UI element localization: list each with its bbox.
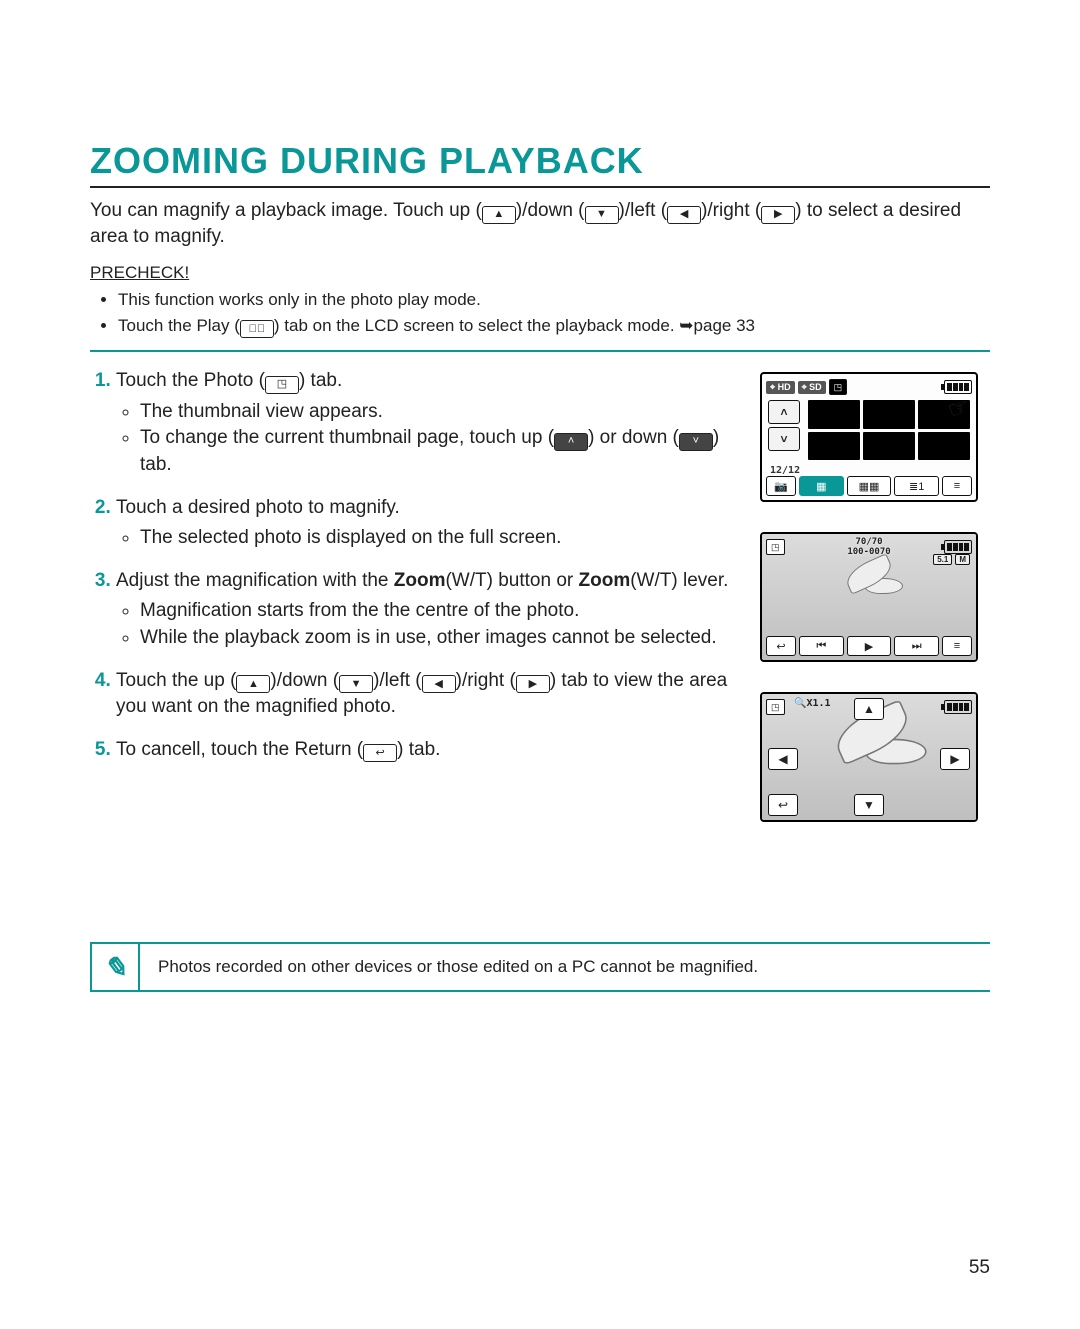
step-1: Touch the Photo (◳) tab. The thumbnail v… [116, 368, 736, 478]
list-view-button[interactable]: ≣1 [894, 476, 939, 496]
right-icon: ▶ [516, 675, 550, 693]
battery-icon [944, 540, 972, 554]
right-icon: ▶ [761, 206, 795, 224]
sd-tab[interactable]: ⌖ SD [798, 381, 826, 394]
up-icon: ˄ [554, 433, 588, 451]
photo-content [835, 560, 921, 610]
pan-right-button[interactable]: ▶ [940, 748, 970, 770]
resolution-chip: 5.1 [933, 554, 952, 565]
page-down-button[interactable]: ˅ [768, 427, 800, 451]
menu-button[interactable]: ≡ [942, 636, 972, 656]
down-icon: ▼ [585, 206, 619, 224]
precheck-label: PRECHECK! [90, 263, 990, 283]
next-button[interactable]: ⏭ [894, 636, 939, 656]
size-chip: M [955, 554, 970, 565]
return-button[interactable]: ↩ [766, 636, 796, 656]
step-sub: While the playback zoom is in use, other… [140, 625, 736, 652]
note-icon: ✎ [90, 942, 140, 992]
screens-column: ⌖ HD ⌖ SD ◳ ˄ ˅ ☞ 12/12 📷 ▦ [760, 368, 990, 822]
pan-left-button[interactable]: ◀ [768, 748, 798, 770]
step-2: Touch a desired photo to magnify. The se… [116, 495, 736, 552]
up-icon: ▲ [236, 675, 270, 693]
note-block: ✎ Photos recorded on other devices or th… [90, 942, 990, 992]
intro-text: You can magnify a playback image. Touch … [90, 198, 990, 249]
manual-page: ZOOMING DURING PLAYBACK You can magnify … [0, 0, 1080, 1329]
camera-mode-button[interactable]: 📷 [766, 476, 796, 496]
step-3: Adjust the magnification with the Zoom(W… [116, 568, 736, 652]
pan-down-button[interactable]: ▼ [854, 794, 884, 816]
photo-mode-icon: ◳ [766, 699, 785, 715]
page-title: ZOOMING DURING PLAYBACK [90, 140, 990, 188]
page-up-button[interactable]: ˄ [768, 400, 800, 424]
precheck-item: Touch the Play (▶⃞) tab on the LCD scree… [118, 313, 990, 339]
steps-column: Touch the Photo (◳) tab. The thumbnail v… [90, 368, 736, 822]
zoom-indicator: 🔍X1.1 [794, 698, 831, 709]
play-button[interactable]: ▶ [847, 636, 892, 656]
step-sub: Magnification starts from the the centre… [140, 598, 736, 625]
return-icon: ↩ [363, 744, 397, 762]
lcd-screen-zoomed: ◳ 🔍X1.1 ▲ ◀ ▶ ▼ ↩ [760, 692, 978, 822]
precheck-block: PRECHECK! This function works only in th… [90, 263, 990, 352]
hd-tab[interactable]: ⌖ HD [766, 381, 795, 394]
photo-content [817, 710, 955, 790]
lcd-screen-thumbnails: ⌖ HD ⌖ SD ◳ ˄ ˅ ☞ 12/12 📷 ▦ [760, 372, 978, 502]
left-icon: ◀ [422, 675, 456, 693]
battery-icon [944, 700, 972, 714]
step-sub: The thumbnail view appears. [140, 399, 736, 426]
play-mode-icon: ▶⃞ [240, 320, 274, 338]
menu-button[interactable]: ≡ [942, 476, 972, 496]
photo-mode-icon: ◳ [766, 539, 785, 555]
lcd-screen-single-photo: 70/70100-0070 ◳ 5.1 M ↩ ⏮ ▶ ⏭ ≡ [760, 532, 978, 662]
file-label: 70/70100-0070 [847, 538, 890, 558]
step-5: To cancell, touch the Return (↩) tab. [116, 737, 736, 764]
prev-button[interactable]: ⏮ [799, 636, 844, 656]
return-button[interactable]: ↩ [768, 794, 798, 816]
left-icon: ◀ [667, 206, 701, 224]
photo-mode-tab[interactable]: ◳ [829, 379, 848, 395]
down-icon: ▼ [339, 675, 373, 693]
page-number: 55 [969, 1257, 990, 1279]
step-sub: The selected photo is displayed on the f… [140, 525, 736, 552]
step-sub: To change the current thumbnail page, to… [140, 425, 736, 478]
thumbnail-grid[interactable] [808, 400, 970, 460]
pan-up-button[interactable]: ▲ [854, 698, 884, 720]
up-icon: ▲ [482, 206, 516, 224]
step-4: Touch the up (▲)/down (▼)/left (◀)/right… [116, 668, 736, 721]
down-icon: ˅ [679, 433, 713, 451]
grid-4x3-button[interactable]: ▦▦ [847, 476, 892, 496]
precheck-item: This function works only in the photo pl… [118, 287, 990, 313]
page-counter: 12/12 [770, 465, 800, 476]
note-text: Photos recorded on other devices or thos… [158, 949, 758, 985]
grid-3x2-button[interactable]: ▦ [799, 476, 844, 496]
photo-tab-icon: ◳ [265, 376, 299, 394]
